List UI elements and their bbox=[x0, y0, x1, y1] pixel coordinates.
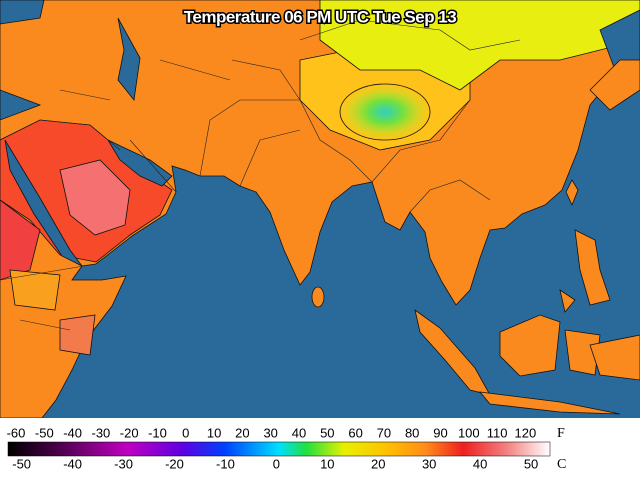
celsius-tick-label: -50 bbox=[12, 456, 31, 471]
celsius-tick-label: 30 bbox=[422, 456, 436, 471]
celsius-tick-label: 50 bbox=[524, 456, 538, 471]
borders bbox=[0, 19, 521, 331]
fahrenheit-tick-label: 10 bbox=[207, 425, 221, 440]
fahrenheit-tick-label: -50 bbox=[35, 425, 54, 440]
color-scale-bar bbox=[7, 441, 551, 457]
fahrenheit-tick-label: 50 bbox=[320, 425, 334, 440]
celsius-tick-label: -40 bbox=[63, 456, 82, 471]
map-title: Temperature 06 PM UTC Tue Sep 13 bbox=[184, 7, 456, 26]
water-bodies bbox=[0, 0, 640, 267]
fahrenheit-tick-label: 100 bbox=[458, 425, 480, 440]
fahrenheit-tick-label: -30 bbox=[92, 425, 111, 440]
islands bbox=[311, 59, 640, 415]
fahrenheit-tick-label: 80 bbox=[405, 425, 419, 440]
fahrenheit-unit: F bbox=[557, 426, 565, 441]
fahrenheit-tick-label: -20 bbox=[120, 425, 139, 440]
fahrenheit-tick-label: 120 bbox=[515, 425, 537, 440]
fahrenheit-tick-label: 0 bbox=[182, 425, 189, 440]
celsius-tick-label: -20 bbox=[165, 456, 184, 471]
celsius-unit: C bbox=[557, 457, 566, 472]
celsius-tick-label: 0 bbox=[273, 456, 280, 471]
fahrenheit-tick-label: 60 bbox=[348, 425, 362, 440]
fahrenheit-tick-label: 40 bbox=[292, 425, 306, 440]
celsius-tick-label: 20 bbox=[371, 456, 385, 471]
fahrenheit-tick-label: 110 bbox=[487, 425, 508, 440]
land bbox=[0, 0, 640, 419]
fahrenheit-tick-label: -40 bbox=[63, 425, 82, 440]
celsius-tick-label: -10 bbox=[216, 456, 235, 471]
fahrenheit-tick-label: 20 bbox=[235, 425, 249, 440]
map-layer bbox=[0, 0, 640, 419]
celsius-tick-label: 40 bbox=[473, 456, 487, 471]
celsius-tick-label: -30 bbox=[114, 456, 133, 471]
fahrenheit-tick-label: -10 bbox=[148, 425, 167, 440]
fahrenheit-tick-label: -60 bbox=[7, 425, 26, 440]
fahrenheit-tick-label: 70 bbox=[377, 425, 391, 440]
celsius-tick-label: 10 bbox=[320, 456, 334, 471]
fahrenheit-tick-label: 30 bbox=[263, 425, 277, 440]
fahrenheit-tick-label: 90 bbox=[433, 425, 447, 440]
